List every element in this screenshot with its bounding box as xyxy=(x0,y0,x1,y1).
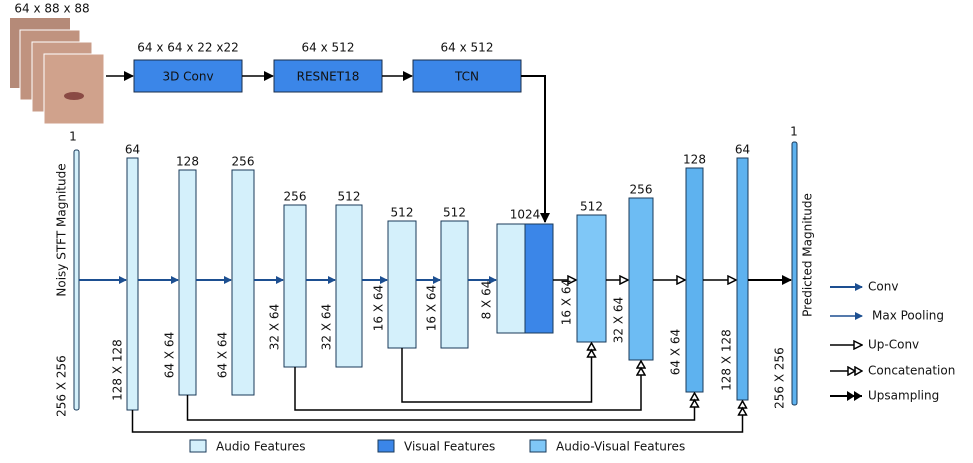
output-bar xyxy=(791,141,798,406)
legend-swatch xyxy=(377,439,395,453)
input-bar xyxy=(73,149,80,411)
pipeline-dims: 64 x 64 x 22 x22 xyxy=(137,41,238,55)
legend-swatch xyxy=(189,439,207,453)
encoder-channels: 256 xyxy=(232,155,255,169)
encoder-channels: 64 xyxy=(125,143,140,157)
decoder-size: 64 X 64 xyxy=(669,329,683,375)
encoder-size: 64 X 64 xyxy=(216,332,230,378)
encoder-size: 128 X 128 xyxy=(111,339,125,401)
encoder-channels: 256 xyxy=(284,190,307,204)
input-channels: 1 xyxy=(69,130,77,144)
input-label: Noisy STFT Magnitude xyxy=(55,163,69,296)
decoder-channels: 128 xyxy=(683,153,706,167)
legend-label: Concatenation xyxy=(868,364,955,378)
bottleneck-audio xyxy=(496,223,526,334)
output-channels: 1 xyxy=(790,125,798,139)
encoder-block xyxy=(335,204,363,368)
skip-connection xyxy=(186,393,695,421)
encoder-channels: 512 xyxy=(338,190,361,204)
encoder-block xyxy=(231,169,255,396)
decoder-channels: 256 xyxy=(630,183,653,197)
legend-feature: Audio Features xyxy=(216,440,306,454)
encoder-size: 64 X 64 xyxy=(163,332,177,378)
legend-swatch xyxy=(529,439,547,453)
skip-connection xyxy=(401,343,592,403)
decoder-size: 16 X 64 xyxy=(560,279,574,325)
legend-feature: Audio-Visual Features xyxy=(556,440,685,454)
encoder-size: 16 X 64 xyxy=(372,285,386,331)
bottleneck-channels: 1024 xyxy=(510,208,541,222)
output-size: 256 X 256 xyxy=(773,347,787,409)
input-size: 256 X 256 xyxy=(55,355,69,417)
legend-label: Up-Conv xyxy=(868,338,919,352)
decoder-size: 128 X 128 xyxy=(720,329,734,391)
skip-connection xyxy=(131,401,743,433)
decoder-size: 32 X 64 xyxy=(612,297,626,343)
pipeline-label: TCN xyxy=(454,70,479,84)
output-label: Predicted Magnitude xyxy=(801,193,815,317)
encoder-size: 16 X 64 xyxy=(425,285,439,331)
encoder-size: 32 X 64 xyxy=(320,304,334,350)
skip-connection xyxy=(294,361,641,411)
encoder-block xyxy=(178,169,197,396)
legend-feature: Visual Features xyxy=(404,440,495,454)
legend-label: Max Pooling xyxy=(872,309,944,323)
encoder-block xyxy=(283,204,307,368)
bottleneck-size: 8 X 64 xyxy=(480,281,494,320)
legend-label: Upsampling xyxy=(868,389,939,403)
bottleneck-visual xyxy=(524,223,554,334)
face-stack xyxy=(10,18,105,125)
legend-label: Conv xyxy=(868,280,898,294)
input-label: 64 x 88 x 88 xyxy=(14,2,89,16)
encoder-channels: 512 xyxy=(391,206,414,220)
decoder-block xyxy=(628,197,654,361)
pipeline-box xyxy=(412,59,522,93)
encoder-block xyxy=(387,220,417,349)
decoder-block xyxy=(736,157,749,401)
pipeline-dims: 64 x 512 xyxy=(441,41,494,55)
encoder-channels: 512 xyxy=(443,206,466,220)
encoder-channels: 128 xyxy=(176,155,199,169)
pipeline-label: RESNET18 xyxy=(297,70,360,84)
encoder-block xyxy=(440,220,469,349)
arrow xyxy=(521,75,550,223)
encoder-size: 32 X 64 xyxy=(268,304,282,350)
pipeline-label: 3D Conv xyxy=(162,70,213,84)
decoder-block xyxy=(576,214,607,343)
pipeline-box xyxy=(133,59,243,93)
decoder-channels: 512 xyxy=(580,200,603,214)
decoder-channels: 64 xyxy=(735,143,750,157)
pipeline-dims: 64 x 512 xyxy=(302,41,355,55)
encoder-block xyxy=(126,157,139,411)
decoder-block xyxy=(685,167,704,393)
